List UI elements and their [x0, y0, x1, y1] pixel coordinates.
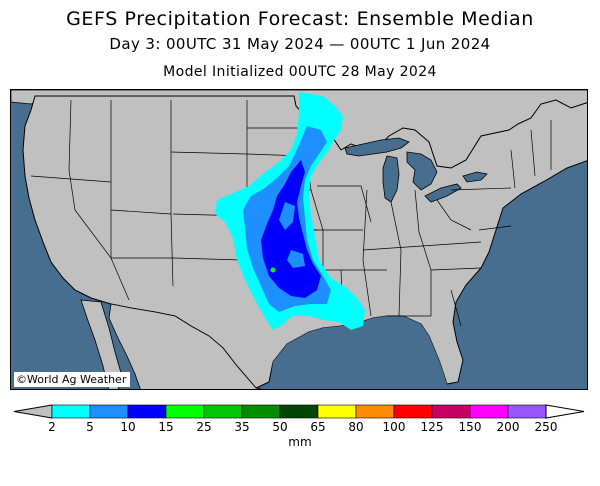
lake-huron	[406, 151, 438, 191]
legend-under-triangle	[13, 404, 53, 419]
precip-10mm	[261, 160, 321, 298]
legend-swatch	[127, 404, 167, 419]
legend-swatch	[241, 404, 281, 419]
mexico-land	[108, 303, 263, 389]
legend-swatch	[51, 404, 91, 419]
legend-swatch	[393, 404, 433, 419]
lake-superior	[344, 137, 410, 157]
legend-over-triangle	[545, 404, 585, 419]
legend-swatch	[317, 404, 357, 419]
legend-tick-label: 80	[348, 420, 363, 434]
lake-ontario	[462, 171, 488, 183]
legend-tick-label: 35	[234, 420, 249, 434]
map-canvas	[11, 90, 587, 389]
legend-swatch	[165, 404, 205, 419]
legend-swatch	[89, 404, 129, 419]
precip-5mm-pocket2	[287, 250, 305, 268]
legend-swatch	[355, 404, 395, 419]
legend-swatch	[507, 404, 547, 419]
legend-swatch	[469, 404, 509, 419]
lake-erie	[424, 183, 462, 203]
legend-tick-label: 125	[421, 420, 444, 434]
legend-tick-label: 150	[459, 420, 482, 434]
credit-label: ©World Ag Weather	[14, 372, 131, 387]
precip-15mm-spot	[270, 267, 276, 273]
legend-tick-label: 5	[86, 420, 94, 434]
legend-tick-label: 250	[535, 420, 558, 434]
init-time: Model Initialized 00UTC 28 May 2024	[163, 64, 437, 80]
legend-tick-label: 25	[196, 420, 211, 434]
legend-swatch	[431, 404, 471, 419]
baja-peninsula	[80, 299, 124, 389]
map-title: GEFS Precipitation Forecast: Ensemble Me…	[66, 8, 534, 30]
legend-tick-label: 65	[310, 420, 325, 434]
legend-unit: mm	[288, 435, 311, 449]
legend-tick-label: 200	[497, 420, 520, 434]
valid-period: Day 3: 00UTC 31 May 2024 — 00UTC 1 Jun 2…	[109, 35, 491, 53]
legend-tick-label: 2	[48, 420, 56, 434]
legend-swatch	[203, 404, 243, 419]
precip-map: ©World Ag Weather	[10, 89, 588, 390]
legend-tick-label: 100	[383, 420, 406, 434]
legend-tick-label: 10	[120, 420, 135, 434]
precip-5mm-pocket	[279, 202, 295, 230]
legend-tick-label: 15	[158, 420, 173, 434]
legend-tick-label: 50	[272, 420, 287, 434]
gulf-of-mexico	[269, 316, 447, 389]
legend-swatch	[279, 404, 319, 419]
